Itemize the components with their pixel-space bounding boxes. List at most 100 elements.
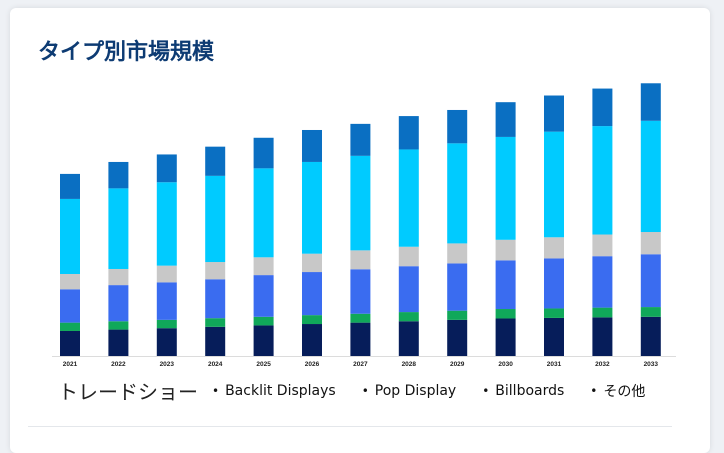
bar-2023-segment-1 bbox=[156, 319, 177, 329]
bar-2025-segment-5 bbox=[253, 137, 274, 169]
bar-2030-segment-5 bbox=[495, 102, 516, 137]
bar-2026-segment-2 bbox=[302, 272, 322, 316]
bar-2023-segment-4 bbox=[156, 182, 177, 266]
bar-2032-segment-2 bbox=[592, 256, 613, 308]
chart-title: タイプ別市場規模 bbox=[38, 40, 215, 65]
bullet-icon: • bbox=[590, 383, 598, 398]
bar-2032-segment-3 bbox=[592, 234, 613, 257]
bar-2028-segment-2 bbox=[398, 266, 419, 313]
bar-2024-segment-2 bbox=[205, 279, 226, 319]
bar-2022-segment-4 bbox=[108, 188, 129, 269]
bar-2022-segment-1 bbox=[108, 321, 129, 330]
bar-2021-segment-4 bbox=[60, 198, 80, 274]
x-tick-label: 2023 bbox=[160, 361, 175, 368]
bar-2023-segment-3 bbox=[156, 265, 177, 283]
bar-2024-segment-5 bbox=[205, 146, 226, 176]
stacked-bar-chart: 2021 2022 2023 2024 2025 2026 2027 2028 2029 2030… bbox=[52, 83, 676, 368]
bar-2023-segment-0 bbox=[156, 328, 177, 356]
bar-2029-segment-1 bbox=[447, 310, 468, 320]
bar-2029-segment-3 bbox=[447, 243, 468, 264]
bar-2024-segment-1 bbox=[205, 318, 226, 327]
bar-2022-segment-0 bbox=[108, 329, 129, 356]
bar-2028-segment-5 bbox=[398, 116, 419, 150]
bar-2025-segment-1 bbox=[253, 316, 274, 326]
bar-2021-segment-1 bbox=[60, 322, 80, 331]
bullet-icon: • bbox=[212, 383, 220, 398]
bar-2028-segment-3 bbox=[398, 246, 419, 267]
bar-2028-segment-4 bbox=[398, 149, 419, 247]
bar-2029-segment-2 bbox=[447, 263, 468, 311]
bar-2030-segment-2 bbox=[495, 260, 516, 310]
bar-2025-segment-3 bbox=[253, 257, 274, 276]
bar-2022-segment-2 bbox=[108, 285, 129, 322]
bar-2027-segment-4 bbox=[350, 155, 371, 251]
x-tick-label: 2032 bbox=[595, 361, 610, 368]
x-tick-label: 2033 bbox=[644, 361, 659, 368]
legend-item-label: Backlit Displays bbox=[225, 382, 336, 399]
bar-2027-segment-5 bbox=[350, 123, 371, 156]
bar-2024-segment-3 bbox=[205, 262, 226, 280]
x-tick-label: 2031 bbox=[547, 361, 562, 368]
bar-2026-segment-3 bbox=[302, 253, 322, 273]
bar-2025-segment-4 bbox=[253, 168, 274, 258]
bar-2021-segment-5 bbox=[60, 173, 80, 199]
bar-2026-segment-5 bbox=[302, 129, 322, 162]
bar-2026-segment-0 bbox=[302, 324, 322, 356]
x-tick-label: 2022 bbox=[111, 361, 126, 368]
legend-item-label: その他 bbox=[603, 383, 646, 400]
bar-2033-segment-0 bbox=[640, 316, 661, 356]
bar-2028-segment-1 bbox=[398, 312, 419, 322]
bar-2030-segment-0 bbox=[495, 318, 516, 356]
bar-2032-segment-5 bbox=[592, 88, 613, 127]
bar-2033-segment-3 bbox=[640, 232, 661, 255]
bar-2024-segment-4 bbox=[205, 175, 226, 263]
x-tick-label: 2029 bbox=[450, 361, 465, 368]
bar-2033-segment-4 bbox=[640, 120, 661, 233]
bullet-icon: • bbox=[361, 383, 369, 398]
bar-2021-segment-3 bbox=[60, 273, 80, 290]
bar-2028-segment-0 bbox=[398, 321, 419, 356]
bullet-icon: • bbox=[482, 383, 490, 398]
bar-2023-segment-5 bbox=[156, 154, 177, 183]
bar-2030-segment-1 bbox=[495, 309, 516, 319]
legend-item-backlit-displays: • Backlit Displays bbox=[212, 383, 336, 399]
bar-2031-segment-3 bbox=[544, 237, 564, 259]
bar-2031-segment-4 bbox=[544, 131, 564, 238]
x-tick-label: 2024 bbox=[208, 361, 223, 368]
bar-2032-segment-4 bbox=[592, 126, 613, 235]
bar-2030-segment-4 bbox=[495, 136, 516, 240]
x-tick-label: 2030 bbox=[498, 361, 513, 368]
bar-2030-segment-3 bbox=[495, 239, 516, 261]
bar-2032-segment-0 bbox=[592, 317, 613, 356]
x-tick-label: 2028 bbox=[402, 361, 417, 368]
bar-2029-segment-0 bbox=[447, 319, 468, 356]
divider bbox=[28, 426, 672, 427]
bar-2026-segment-4 bbox=[302, 161, 322, 254]
legend-item-billboards: • Billboards bbox=[482, 383, 564, 399]
x-tick-label: 2026 bbox=[305, 361, 320, 368]
x-tick-label: 2025 bbox=[256, 361, 271, 368]
bar-2022-segment-3 bbox=[108, 268, 129, 286]
bar-2029-segment-5 bbox=[447, 109, 468, 144]
bar-2031-segment-0 bbox=[544, 317, 564, 356]
bar-2026-segment-1 bbox=[302, 315, 322, 325]
bar-2033-segment-1 bbox=[640, 307, 661, 317]
bar-2031-segment-1 bbox=[544, 308, 564, 318]
x-tick-label: 2021 bbox=[63, 361, 78, 368]
bar-2027-segment-2 bbox=[350, 269, 371, 314]
x-tick-label: 2027 bbox=[353, 361, 368, 368]
legend-item-label: Pop Display bbox=[374, 382, 457, 399]
bar-2032-segment-1 bbox=[592, 307, 613, 318]
legend: トレードショー • Backlit Displays • Pop Display… bbox=[58, 376, 671, 405]
bar-2022-segment-5 bbox=[108, 161, 129, 189]
legend-item-pop-display: • Pop Display bbox=[362, 383, 457, 399]
bar-2025-segment-2 bbox=[253, 275, 274, 317]
bar-2033-segment-5 bbox=[640, 83, 661, 121]
bar-2031-segment-5 bbox=[544, 95, 564, 132]
bar-2031-segment-2 bbox=[544, 258, 564, 309]
legend-group-label: トレードショー bbox=[58, 380, 198, 404]
bar-2021-segment-2 bbox=[60, 289, 80, 323]
bar-2023-segment-2 bbox=[156, 282, 177, 320]
bar-2021-segment-0 bbox=[60, 330, 80, 356]
bar-2027-segment-3 bbox=[350, 250, 371, 270]
